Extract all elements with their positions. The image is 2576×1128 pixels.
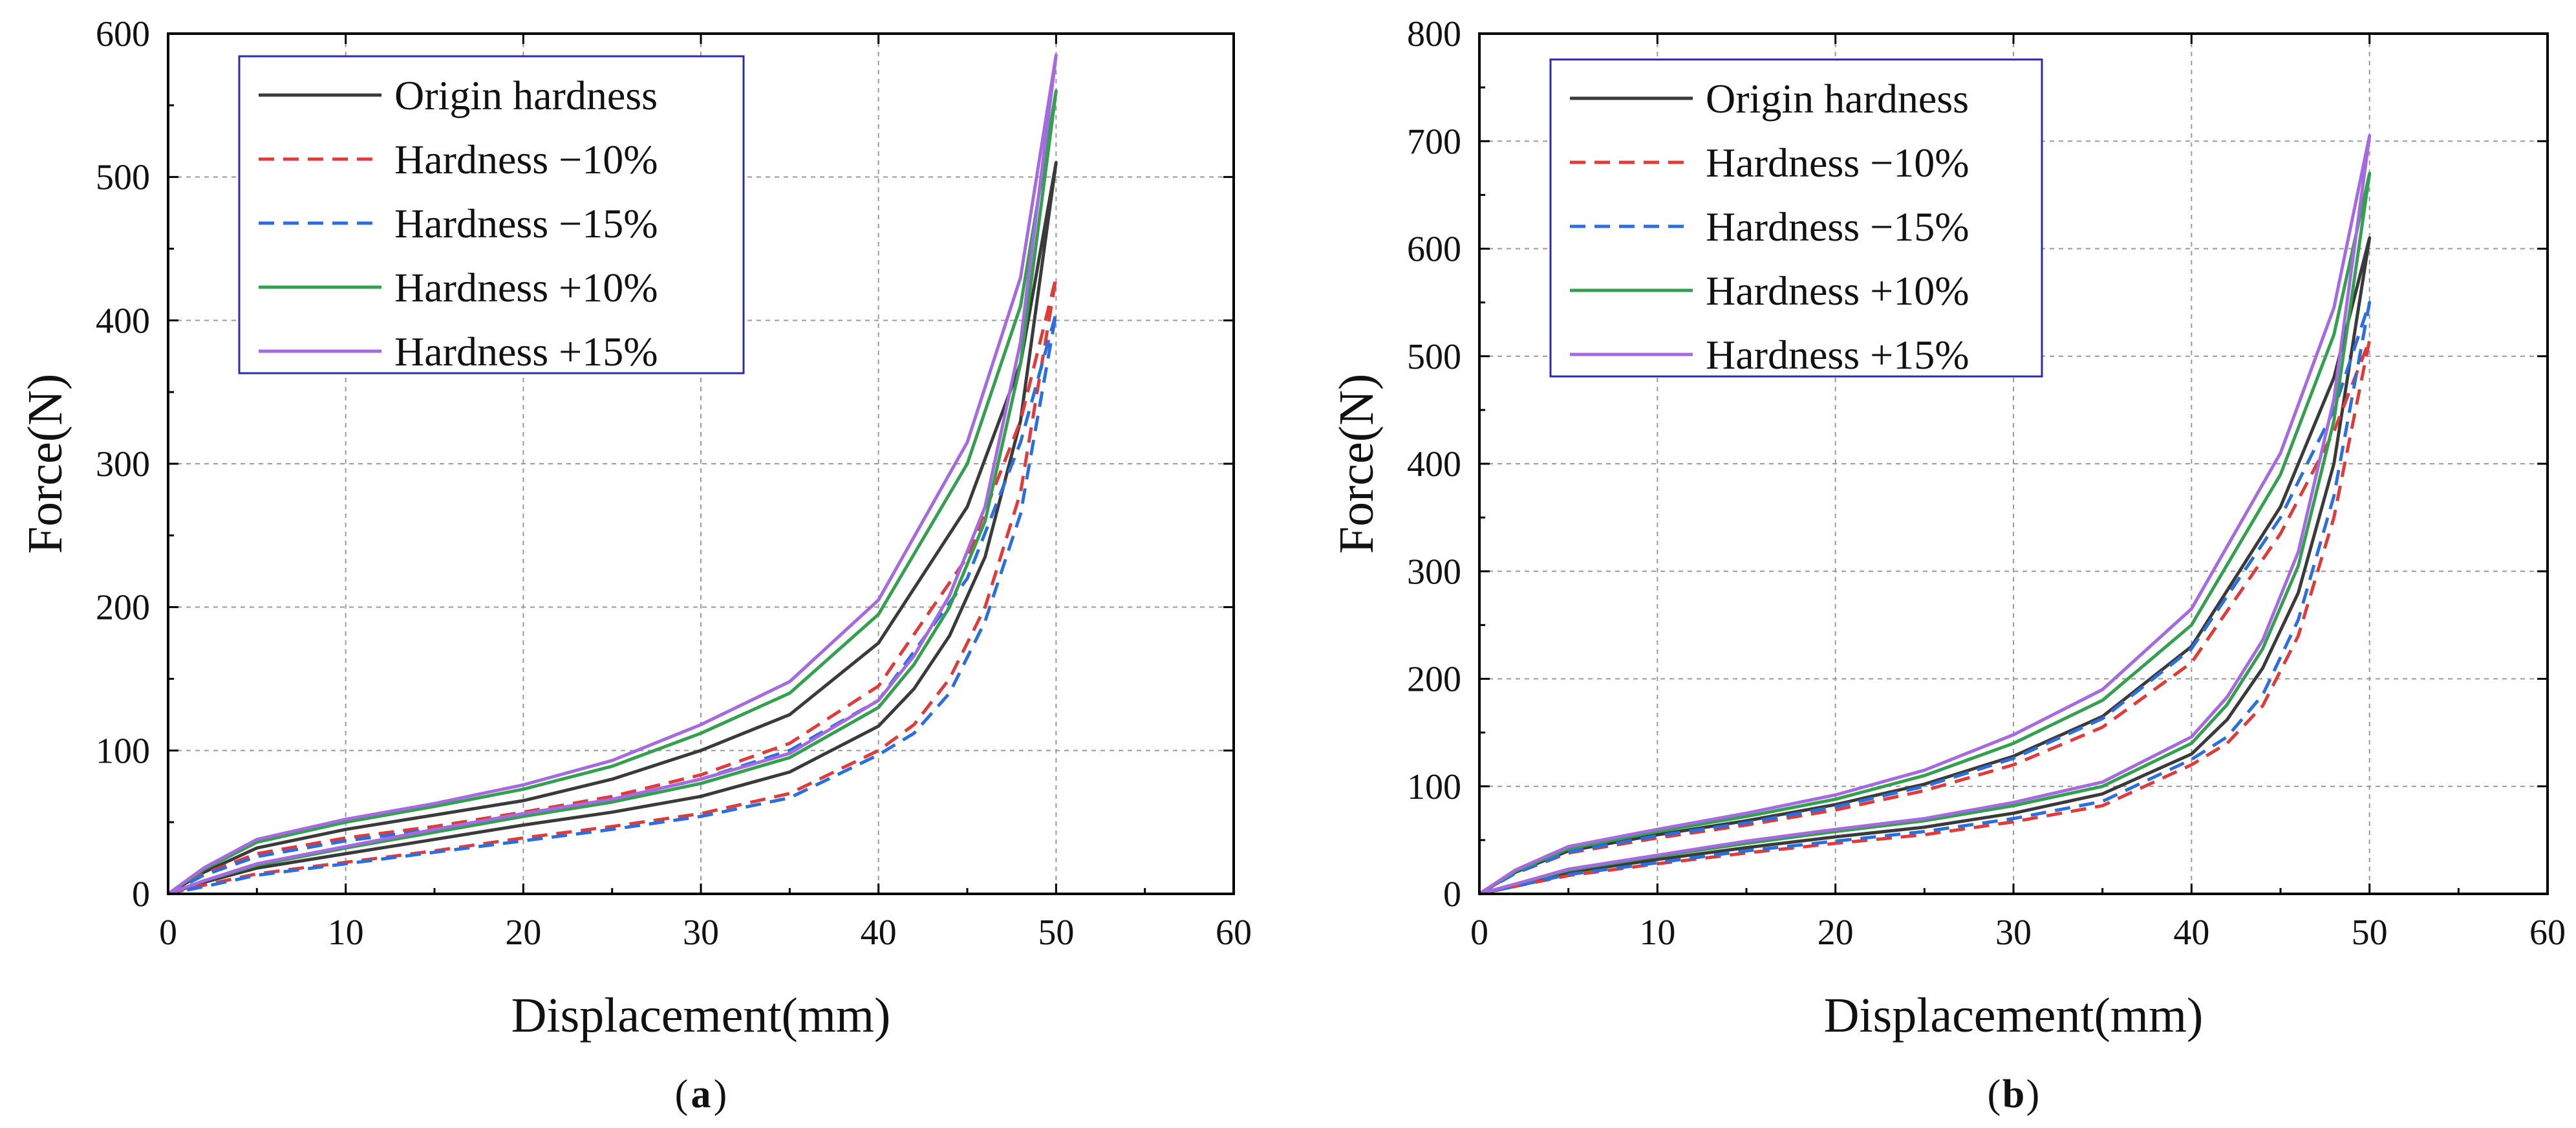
series-line xyxy=(1478,338,2372,896)
x-axis-title: Displacement(mm) xyxy=(1824,988,2204,1043)
x-tick-label: 10 xyxy=(1639,913,1675,953)
legend-label: Hardness +10% xyxy=(1706,268,1970,314)
chart-b: 0 10 20 30 40 50 600100200300400500600700800Di… xyxy=(1329,14,2566,1116)
legend: Origin hardness Hardness −10% Hardness −15… xyxy=(238,55,745,374)
legend-label: Hardness −15% xyxy=(1706,204,1970,250)
y-tick-label: 200 xyxy=(1407,660,1461,700)
tick-marks xyxy=(1478,32,2549,895)
x-tick-label: 20 xyxy=(1818,913,1854,953)
legend-label: Origin hardness xyxy=(1706,76,1969,122)
x-tick-label: 60 xyxy=(1216,913,1252,953)
y-tick-label: 300 xyxy=(96,444,150,484)
y-axis-title: Force(N) xyxy=(1329,374,1384,554)
legend-label: Hardness +15% xyxy=(1706,332,1970,378)
caption-letter: b xyxy=(2002,1072,2024,1116)
series-line xyxy=(1478,134,2372,896)
x-tick-label: 30 xyxy=(683,913,719,953)
caption-paren-open: ( xyxy=(1988,1072,2001,1116)
panel-caption: (b) xyxy=(1988,1072,2040,1116)
y-tick-label: 800 xyxy=(1407,14,1461,54)
x-tick-label: 50 xyxy=(1038,913,1074,953)
x-tick-label: 40 xyxy=(861,913,897,953)
legend: Origin hardness Hardness −10% Hardness −15… xyxy=(1549,58,2043,378)
series-line xyxy=(167,276,1058,896)
y-tick-label: 100 xyxy=(96,731,150,771)
y-tick-label: 500 xyxy=(96,158,150,198)
y-tick-label: 0 xyxy=(1443,874,1461,915)
legend-label: Hardness +10% xyxy=(394,265,658,310)
caption-paren-close: ) xyxy=(2026,1072,2040,1116)
legend-box xyxy=(1549,58,2043,378)
series-line xyxy=(1478,301,2372,896)
chart-panel-b: 0 10 20 30 40 50 60 0 100 200 300 400 500 600 700 800 Di… xyxy=(1309,0,2576,1128)
series-line xyxy=(167,311,1058,896)
legend-label: Origin hardness xyxy=(394,72,658,118)
legend-box xyxy=(238,55,745,374)
x-tick-label: 40 xyxy=(2173,913,2209,953)
series-line xyxy=(167,53,1058,896)
series-group xyxy=(167,53,1058,896)
series-line xyxy=(1478,236,2372,896)
series-group xyxy=(1478,134,2372,896)
x-tick-label: 50 xyxy=(2352,913,2388,953)
x-tick-label: 0 xyxy=(159,913,177,953)
legend-label: Hardness −10% xyxy=(1706,140,1970,186)
legend-label: Hardness +15% xyxy=(394,329,658,374)
legend-label: Hardness −15% xyxy=(394,201,658,246)
chart-panel-a: 0 10 20 30 40 50 60 0 100 200 300 400 500 600 Displace… xyxy=(18,14,1252,1116)
x-axis-title: Displacement(mm) xyxy=(511,988,891,1043)
y-tick-label: 600 xyxy=(96,14,150,54)
y-tick-label: 700 xyxy=(1407,122,1461,162)
y-tick-label: 400 xyxy=(96,301,150,341)
y-axis-title: Force(N) xyxy=(18,374,72,554)
y-tick-label: 300 xyxy=(1407,552,1461,592)
series-line xyxy=(1478,171,2372,896)
caption-paren-close: ) xyxy=(714,1072,727,1116)
y-tick-label: 100 xyxy=(1407,767,1461,807)
x-tick-label: 20 xyxy=(505,913,541,953)
series-line xyxy=(167,89,1058,896)
x-tick-label: 10 xyxy=(328,913,364,953)
caption-letter: a xyxy=(691,1072,711,1116)
x-tick-label: 0 xyxy=(1470,913,1488,953)
y-tick-label: 500 xyxy=(1407,337,1461,377)
x-tick-label: 60 xyxy=(2529,913,2566,953)
series-line xyxy=(167,161,1058,896)
panel-caption: (a) xyxy=(675,1072,727,1116)
x-tick-label: 30 xyxy=(1995,913,2032,953)
y-tick-label: 200 xyxy=(96,588,150,628)
legend-label: Hardness −10% xyxy=(394,136,658,182)
gridlines xyxy=(1479,34,2548,894)
caption-paren-open: ( xyxy=(675,1072,689,1116)
chart-a: 0 10 20 30 40 50 600100200300400500600Displace… xyxy=(18,14,1252,1116)
y-tick-label: 0 xyxy=(132,874,150,915)
tick-marks xyxy=(167,32,1235,895)
y-tick-label: 400 xyxy=(1407,444,1461,484)
y-tick-label: 600 xyxy=(1407,230,1461,270)
